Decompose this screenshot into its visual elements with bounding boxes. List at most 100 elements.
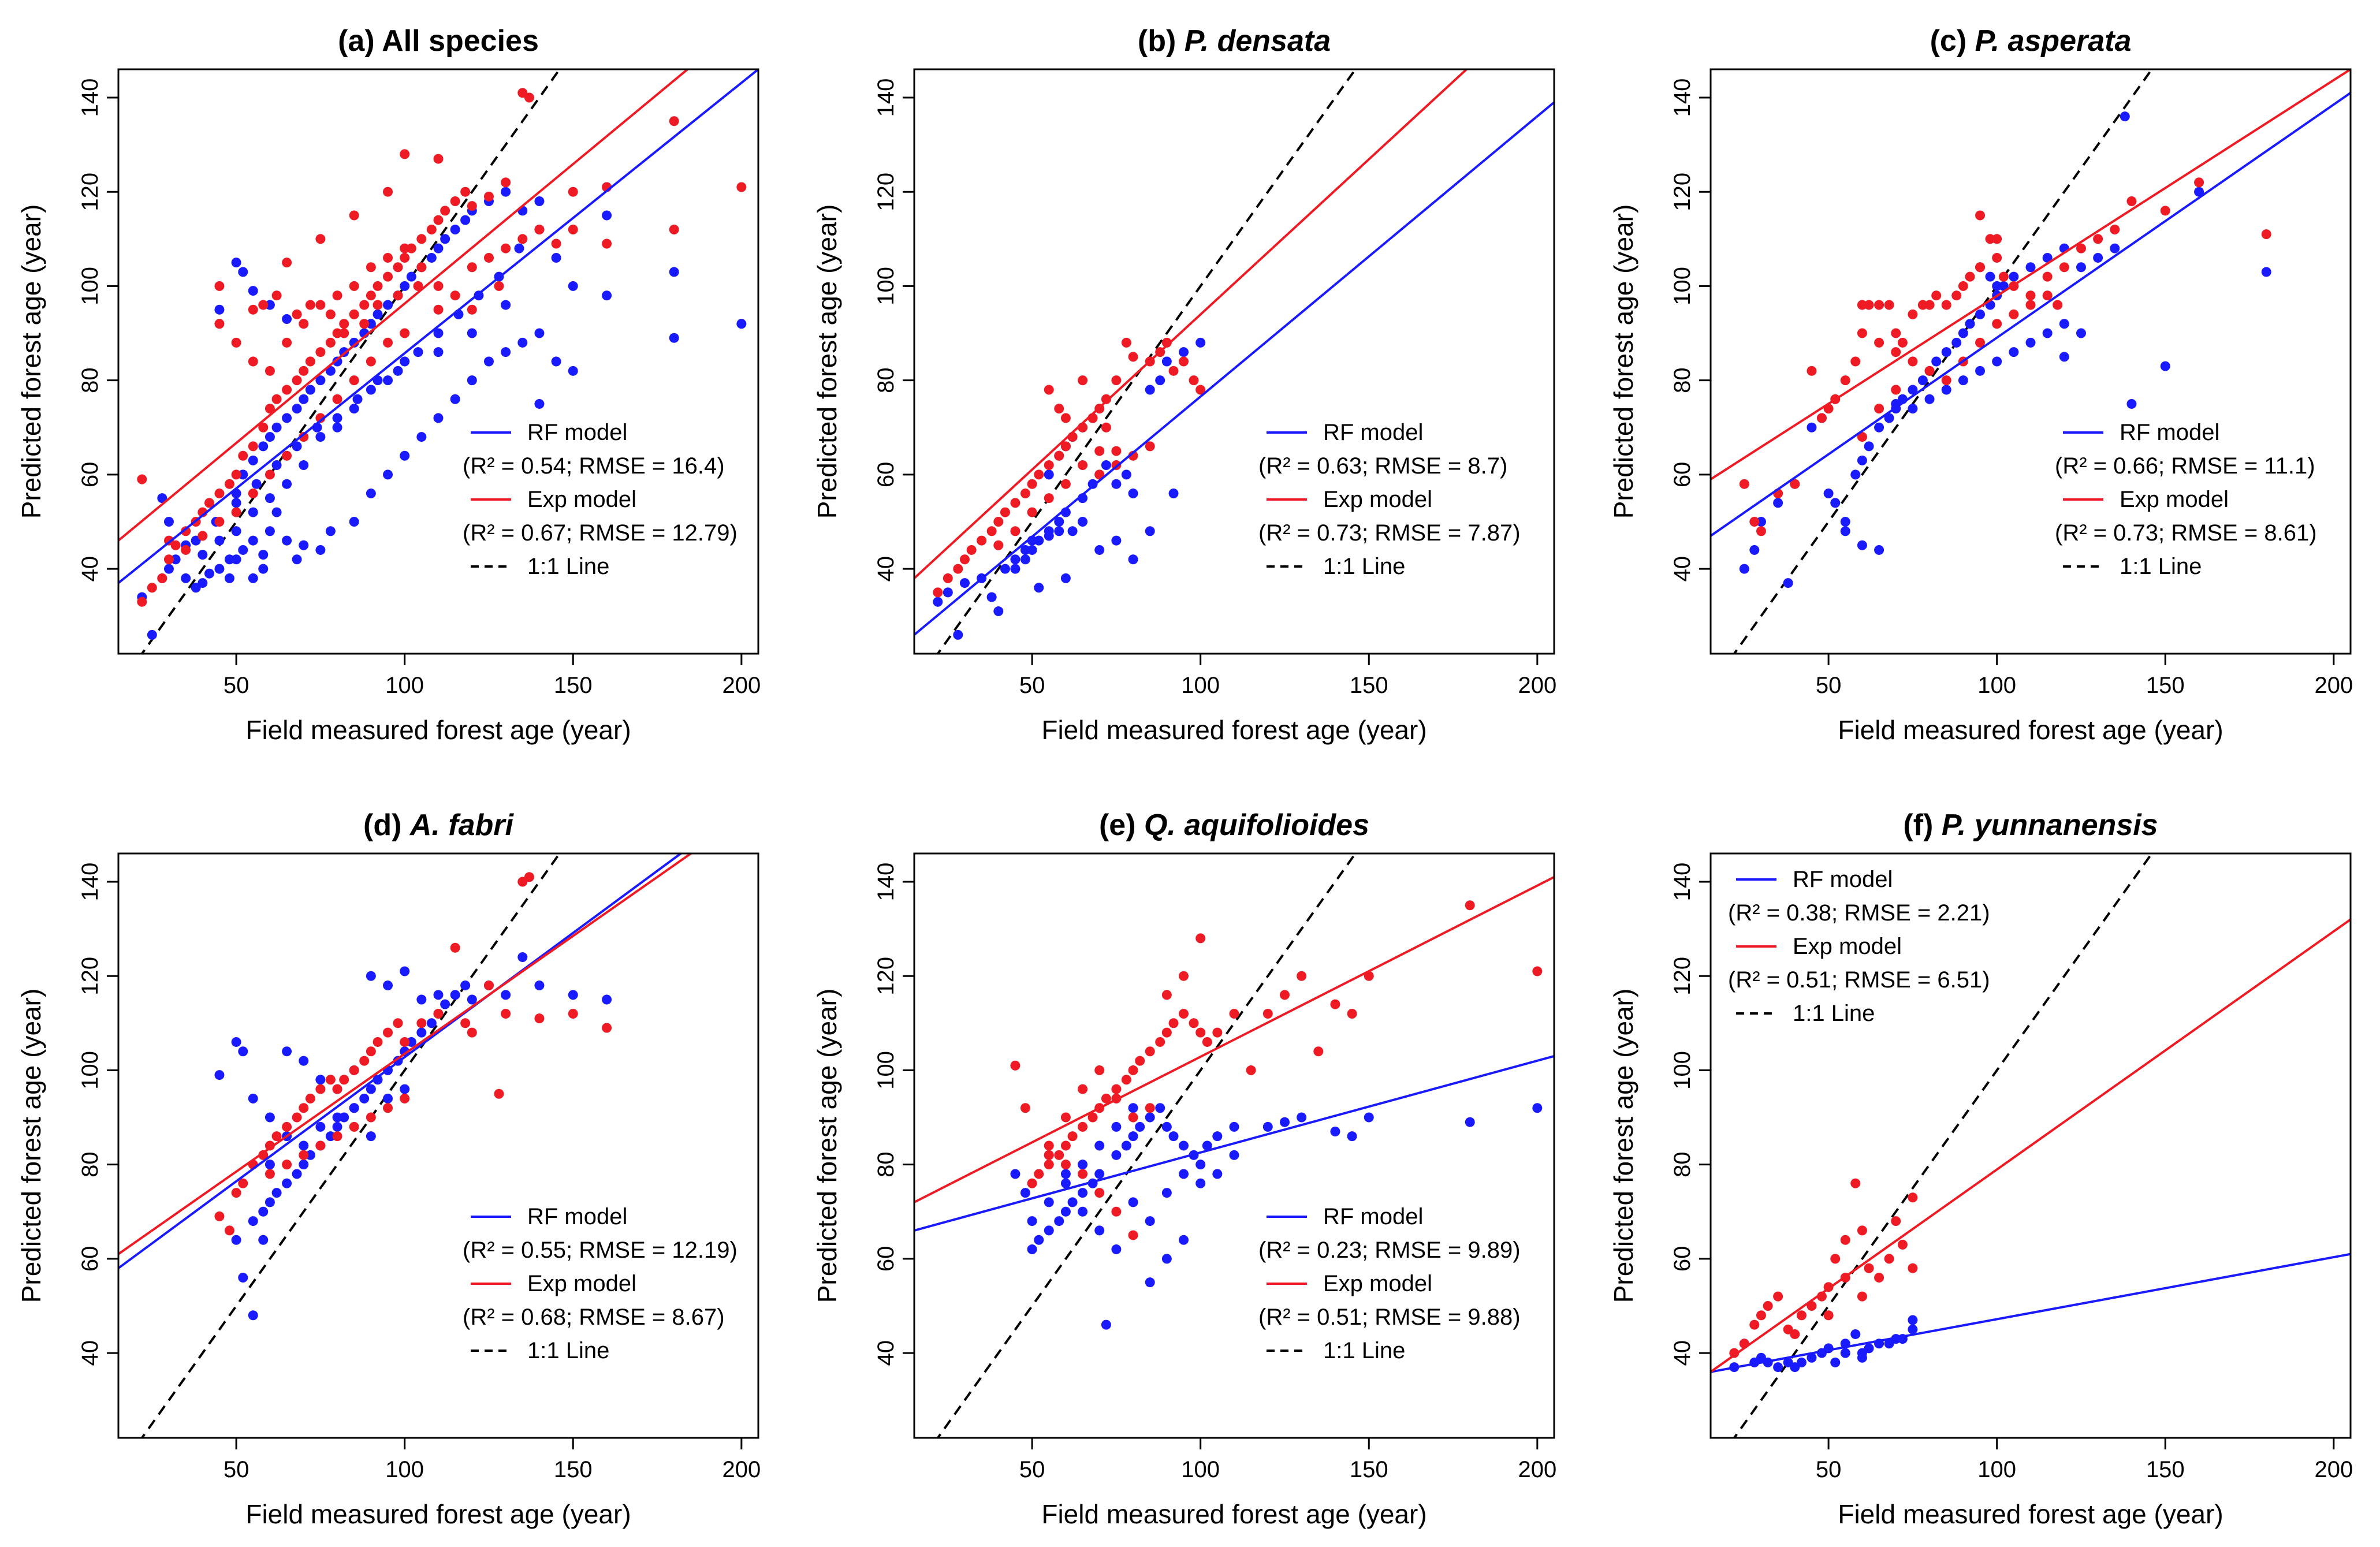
exp-point (1121, 1075, 1131, 1085)
exp-point (400, 252, 410, 263)
x-tick-label: 50 (1019, 1457, 1045, 1482)
y-tick-label: 140 (77, 79, 103, 117)
exp-point (1135, 1056, 1145, 1066)
exp-point (1998, 271, 2009, 282)
panel-d: (d) A. fabri 50 100 150 200 40 60 80 100 120 140 Fi… (16, 808, 761, 1529)
rf-point (349, 516, 359, 527)
exp-point (163, 554, 174, 565)
rf-point (1807, 422, 1817, 433)
rf-point (551, 252, 561, 263)
rf-point (2160, 361, 2170, 371)
rf-point (248, 573, 258, 583)
exp-point (1330, 999, 1340, 1009)
exp-point (1111, 375, 1122, 386)
rf-point (1128, 1103, 1138, 1113)
exp-point (315, 413, 326, 423)
exp-point (137, 474, 147, 484)
exp-point (332, 1084, 342, 1094)
exp-point (1908, 1192, 1918, 1203)
exp-point (315, 234, 326, 244)
rf-point (299, 1160, 309, 1170)
rf-point (282, 1046, 292, 1057)
x-tick-label: 100 (1181, 673, 1220, 698)
rf-point (1857, 540, 1867, 550)
panel-title-name: All species (382, 24, 539, 58)
x-tick-label: 150 (554, 673, 593, 698)
rf-point (514, 243, 524, 254)
exp-point (1060, 1112, 1071, 1123)
rf-point (258, 1206, 269, 1217)
exp-point (501, 243, 511, 254)
exp-point (383, 1027, 393, 1038)
exp-point (271, 290, 282, 301)
x-axis-label: Field measured forest age (year) (1041, 715, 1426, 745)
exp-point (433, 154, 444, 164)
exp-point (1874, 337, 1884, 348)
exp-point (1465, 900, 1475, 911)
exp-point (1840, 1235, 1850, 1245)
rf-point (332, 356, 342, 367)
exp-point (736, 182, 747, 192)
rf-fit-line (118, 853, 682, 1269)
legend-rf-stats: (R² = 0.54; RMSE = 16.4) (463, 453, 725, 479)
rf-point (1908, 404, 1918, 414)
rf-point (2120, 111, 2130, 122)
exp-point (1992, 234, 2002, 244)
legend-rf-label: RF model (2120, 420, 2219, 445)
legend-exp-stats: (R² = 0.68; RMSE = 8.67) (463, 1304, 725, 1330)
rf-point (265, 1112, 275, 1123)
rf-point (483, 356, 494, 367)
exp-point (1951, 290, 1962, 301)
rf-point (1229, 1121, 1239, 1132)
exp-point (669, 224, 679, 234)
rf-point (224, 554, 234, 565)
exp-point (1857, 432, 1867, 442)
exp-point (1749, 1319, 1760, 1330)
exp-point (282, 337, 292, 348)
exp-point (534, 224, 545, 234)
rf-point (943, 587, 953, 598)
exp-point (2194, 177, 2204, 188)
rf-point (248, 286, 258, 296)
rf-point (2009, 271, 2019, 282)
rf-point (1279, 1117, 1290, 1127)
exp-point (1262, 1008, 1273, 1019)
exp-point (265, 469, 275, 480)
exp-point (1078, 1084, 1088, 1094)
legend-exp-stats: (R² = 0.73; RMSE = 8.61) (2055, 520, 2317, 546)
rf-point (1054, 516, 1064, 527)
x-axis-label: Field measured forest age (year) (1041, 1499, 1426, 1529)
rf-point (406, 1037, 416, 1047)
exp-point (248, 356, 258, 367)
rf-point (1128, 1197, 1138, 1207)
rf-point (366, 971, 376, 981)
rf-point (1179, 1140, 1189, 1151)
exp-point (1756, 526, 1766, 536)
exp-point (1145, 441, 1155, 452)
exp-point (1044, 385, 1054, 395)
x-tick-label: 200 (1518, 1457, 1556, 1482)
exp-point (393, 290, 403, 301)
exp-point (359, 1056, 370, 1066)
exp-point (1078, 460, 1088, 471)
exp-point (400, 149, 410, 159)
x-axis-label: Field measured forest age (year) (1838, 1499, 2223, 1529)
rf-point (299, 394, 309, 404)
rf-point (248, 507, 258, 517)
exp-point (524, 872, 534, 882)
rf-point (1756, 516, 1766, 527)
panel-title-name: P. asperata (1975, 24, 2132, 58)
exp-fit-line (1711, 918, 2351, 1373)
exp-point (349, 210, 359, 221)
rf-point (2076, 262, 2086, 273)
legend-exp-stats: (R² = 0.67; RMSE = 12.79) (463, 520, 738, 546)
rf-point (1998, 281, 2009, 291)
rf-point (1908, 1315, 1918, 1325)
rf-point (315, 1121, 326, 1132)
rf-point (416, 1027, 427, 1038)
x-tick-label: 200 (722, 1457, 761, 1482)
exp-point (214, 489, 225, 499)
exp-point (1857, 300, 1867, 310)
exp-point (1931, 290, 1942, 301)
exp-point (501, 1008, 511, 1019)
